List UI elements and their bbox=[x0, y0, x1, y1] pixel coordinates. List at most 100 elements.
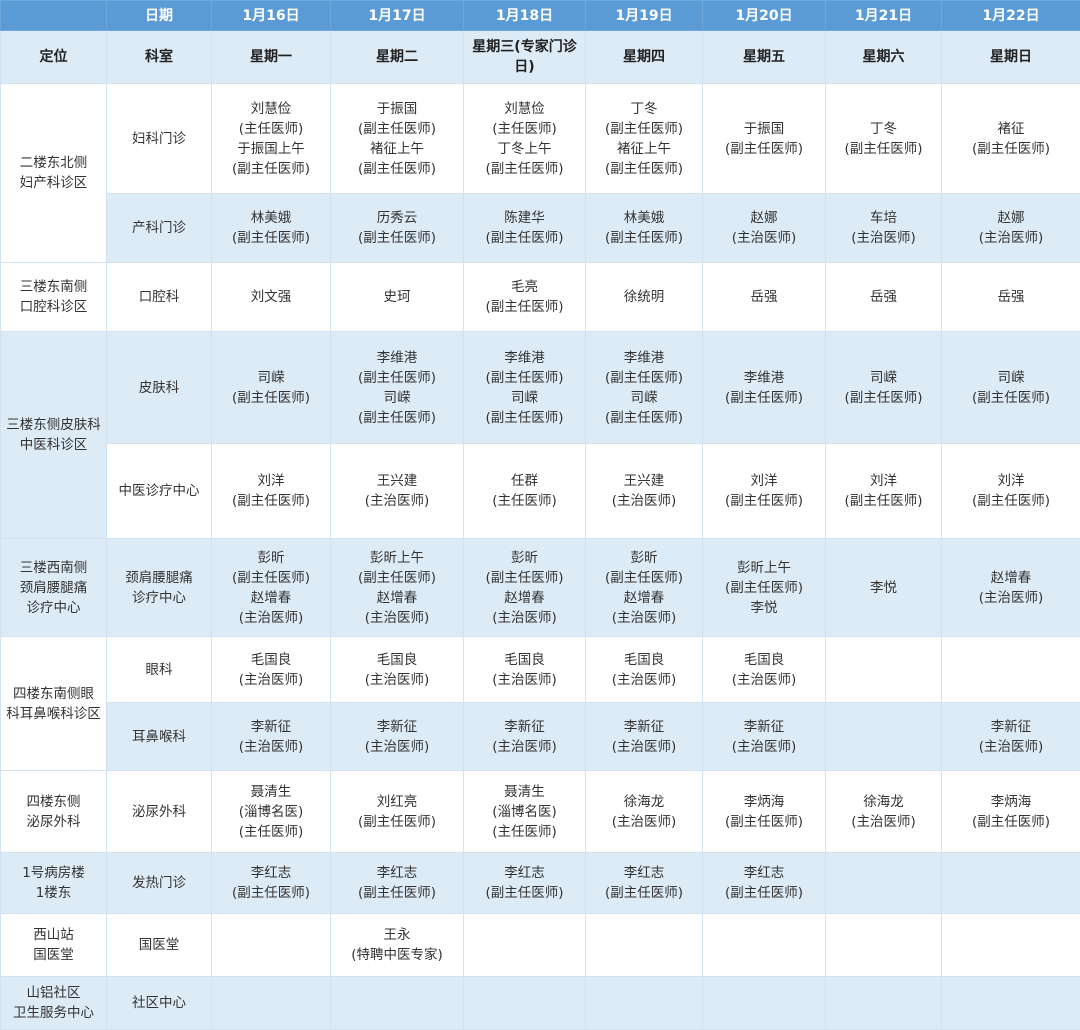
cell-line: 刘洋 bbox=[944, 471, 1078, 491]
doctor-cell: 彭昕(副主任医师)赵增春(主治医师) bbox=[464, 539, 586, 637]
date-header: 1月16日 bbox=[212, 1, 331, 31]
cell-line: 刘洋 bbox=[705, 471, 823, 491]
cell-line: 刘慧俭 bbox=[466, 99, 583, 119]
doctor-cell: 徐海龙(主治医师) bbox=[586, 771, 703, 853]
doctor-cell: 李新征(主治医师) bbox=[586, 703, 703, 771]
cell-line: (副主任医师) bbox=[214, 883, 328, 903]
cell-line: 赵增春 bbox=[214, 588, 328, 608]
cell-line: 山铝社区 bbox=[3, 983, 104, 1003]
doctor-cell: 徐海龙(主治医师) bbox=[826, 771, 942, 853]
weekday-header: 星期三(专家门诊日) bbox=[464, 31, 586, 84]
doctor-cell: 李维港(副主任医师)司嵘(副主任医师) bbox=[586, 332, 703, 444]
doctor-cell: 李新征(主治医师) bbox=[703, 703, 826, 771]
cell-line: (副主任医师) bbox=[588, 408, 700, 428]
cell-line: 颈肩腰腿痛 bbox=[109, 568, 209, 588]
cell-line: 王兴建 bbox=[588, 471, 700, 491]
cell-line: 李维港 bbox=[333, 348, 461, 368]
cell-line: (副主任医师) bbox=[705, 491, 823, 511]
doctor-cell: 李红志(副主任医师) bbox=[212, 853, 331, 914]
doctor-cell: 车培(主治医师) bbox=[826, 194, 942, 263]
doctor-cell bbox=[703, 914, 826, 977]
doctor-cell bbox=[826, 977, 942, 1030]
doctor-cell: 赵增春(主治医师) bbox=[942, 539, 1080, 637]
cell-line: 司嵘 bbox=[466, 388, 583, 408]
doctor-cell: 毛国良(主治医师) bbox=[212, 637, 331, 703]
cell-line: (主治医师) bbox=[944, 737, 1078, 757]
location-cell: 四楼东南侧眼科耳鼻喉科诊区 bbox=[1, 637, 107, 771]
cell-line: (主治医师) bbox=[588, 670, 700, 690]
weekday-header: 星期四 bbox=[586, 31, 703, 84]
doctor-cell: 毛国良(主治医师) bbox=[586, 637, 703, 703]
cell-line: 历秀云 bbox=[333, 208, 461, 228]
doctor-cell: 于振国(副主任医师) bbox=[703, 84, 826, 194]
department-cell: 国医堂 bbox=[107, 914, 212, 977]
cell-line: 科耳鼻喉科诊区 bbox=[3, 704, 104, 724]
doctor-cell bbox=[942, 977, 1080, 1030]
cell-line: (副主任医师) bbox=[705, 578, 823, 598]
doctor-cell: 毛国良(主治医师) bbox=[703, 637, 826, 703]
department-cell: 产科门诊 bbox=[107, 194, 212, 263]
doctor-cell bbox=[464, 977, 586, 1030]
table-row: 三楼东南侧口腔科诊区口腔科刘文强史珂毛亮(副主任医师)徐统明岳强岳强岳强 bbox=[1, 263, 1080, 332]
cell-line: 于振国上午 bbox=[214, 139, 328, 159]
doctor-cell bbox=[826, 853, 942, 914]
cell-line: 产科门诊 bbox=[109, 218, 209, 238]
cell-line: (主治医师) bbox=[588, 737, 700, 757]
cell-line: 岳强 bbox=[944, 287, 1078, 307]
weekday-header: 星期五 bbox=[703, 31, 826, 84]
cell-line: 刘红亮 bbox=[333, 792, 461, 812]
cell-line: (专家门诊日) bbox=[514, 39, 576, 75]
cell-line: (副主任医师) bbox=[828, 139, 939, 159]
cell-line: 岳强 bbox=[828, 287, 939, 307]
table-row: 三楼西南侧颈肩腰腿痛诊疗中心颈肩腰腿痛诊疗中心彭昕(副主任医师)赵增春(主治医师… bbox=[1, 539, 1080, 637]
cell-line: 毛国良 bbox=[333, 650, 461, 670]
cell-line: 泌尿外科 bbox=[3, 812, 104, 832]
location-cell: 三楼东南侧口腔科诊区 bbox=[1, 263, 107, 332]
cell-line: (主治医师) bbox=[828, 812, 939, 832]
weekday-header: 星期一 bbox=[212, 31, 331, 84]
cell-line: (主任医师) bbox=[214, 119, 328, 139]
doctor-cell: 彭昕(副主任医师)赵增春(主治医师) bbox=[586, 539, 703, 637]
doctor-cell: 王兴建(主治医师) bbox=[331, 444, 464, 539]
cell-line: 发热门诊 bbox=[109, 873, 209, 893]
doctor-cell: 李炳海(副主任医师) bbox=[703, 771, 826, 853]
doctor-cell bbox=[826, 637, 942, 703]
department-cell: 皮肤科 bbox=[107, 332, 212, 444]
cell-line: 彭昕上午 bbox=[705, 558, 823, 578]
cell-line: 徐海龙 bbox=[588, 792, 700, 812]
cell-line: (主治医师) bbox=[828, 228, 939, 248]
cell-line: 司嵘 bbox=[333, 388, 461, 408]
doctor-cell: 刘红亮(副主任医师) bbox=[331, 771, 464, 853]
doctor-cell bbox=[826, 914, 942, 977]
doctor-cell: 李维港(副主任医师)司嵘(副主任医师) bbox=[331, 332, 464, 444]
cell-line: 国医堂 bbox=[109, 935, 209, 955]
cell-line: (主治医师) bbox=[466, 670, 583, 690]
cell-line: 星期二 bbox=[376, 49, 418, 65]
cell-line: (副主任医师) bbox=[828, 388, 939, 408]
cell-line: 星期三 bbox=[472, 39, 514, 55]
department-cell: 中医诊疗中心 bbox=[107, 444, 212, 539]
cell-line: 彭昕 bbox=[466, 548, 583, 568]
cell-line: (副主任医师) bbox=[466, 368, 583, 388]
doctor-cell: 毛国良(主治医师) bbox=[464, 637, 586, 703]
doctor-cell: 李维港(副主任医师) bbox=[703, 332, 826, 444]
table-row: 山铝社区卫生服务中心社区中心 bbox=[1, 977, 1080, 1030]
weekday-header: 星期六 bbox=[826, 31, 942, 84]
cell-line: 于振国 bbox=[705, 119, 823, 139]
cell-line: (主任医师) bbox=[466, 119, 583, 139]
cell-line: (副主任医师) bbox=[333, 119, 461, 139]
cell-line: (副主任医师) bbox=[466, 159, 583, 179]
cell-line: (副主任医师) bbox=[588, 883, 700, 903]
cell-line: 司嵘 bbox=[944, 368, 1078, 388]
doctor-cell: 聂清生(淄博名医)(主任医师) bbox=[212, 771, 331, 853]
cell-line: (副主任医师) bbox=[705, 883, 823, 903]
cell-line: 赵增春 bbox=[588, 588, 700, 608]
doctor-cell: 于振国(副主任医师)褚征上午(副主任医师) bbox=[331, 84, 464, 194]
cell-line: (副主任医师) bbox=[705, 812, 823, 832]
doctor-cell: 彭昕(副主任医师)赵增春(主治医师) bbox=[212, 539, 331, 637]
cell-line: 颈肩腰腿痛 bbox=[3, 578, 104, 598]
location-cell: 四楼东侧泌尿外科 bbox=[1, 771, 107, 853]
cell-line: 李红志 bbox=[466, 863, 583, 883]
